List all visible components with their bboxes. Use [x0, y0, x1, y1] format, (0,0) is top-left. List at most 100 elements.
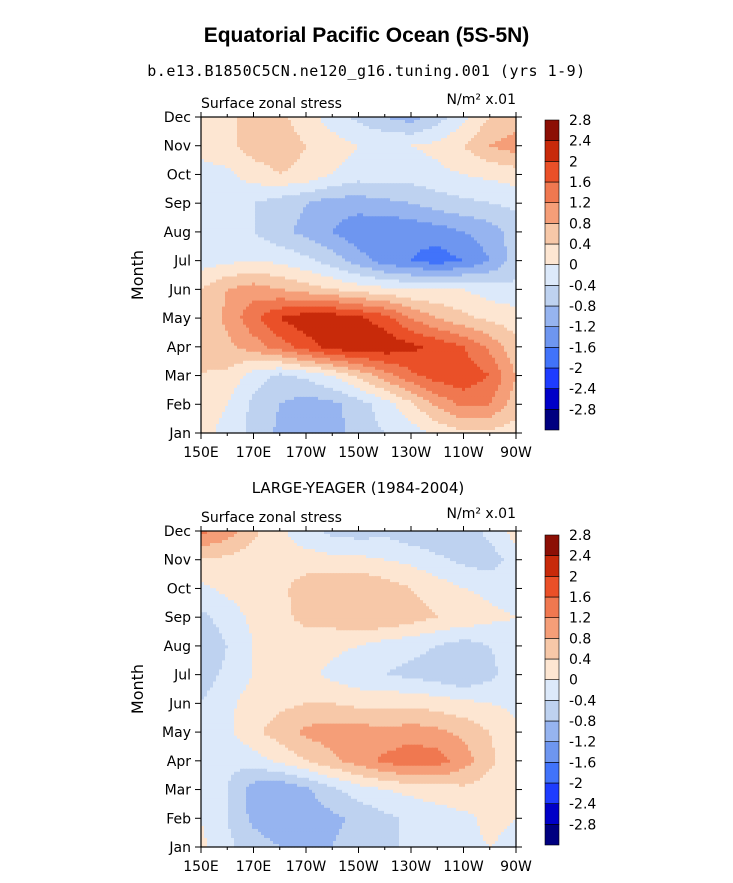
contour-cell: [264, 153, 268, 157]
contour-cell: [483, 144, 487, 148]
contour-cell: [213, 132, 217, 136]
contour-cell: [228, 153, 232, 157]
contour-cell: [495, 126, 499, 130]
contour-cell: [345, 144, 349, 148]
contour-cell: [513, 153, 517, 157]
contour-cell: [369, 144, 373, 148]
contour-cell: [285, 126, 289, 130]
contour-cell: [375, 126, 379, 130]
contour-cell: [402, 144, 406, 148]
contour-cell: [390, 156, 394, 160]
contour-cell: [375, 150, 379, 154]
contour-cell: [243, 117, 247, 121]
contour-cell: [303, 132, 307, 136]
contour-cell: [261, 120, 265, 124]
contour-cell: [399, 156, 403, 160]
contour-cell: [438, 150, 442, 154]
contour-cell: [240, 141, 244, 145]
contour-cell: [462, 147, 466, 151]
contour-cell: [210, 150, 214, 154]
contour-cell: [339, 117, 343, 121]
contour-cell: [375, 147, 379, 151]
contour-cell: [474, 135, 478, 139]
contour-cell: [246, 141, 250, 145]
contour-cell: [348, 132, 352, 136]
contour-cell: [345, 132, 349, 136]
contour-cell: [495, 150, 499, 154]
contour-cell: [303, 123, 307, 127]
contour-cell: [213, 159, 217, 163]
contour-cell: [318, 141, 322, 145]
contour-cell: [507, 126, 511, 130]
contour-cell: [282, 138, 286, 142]
contour-cell: [486, 138, 490, 142]
contour-cell: [432, 153, 436, 157]
contour-cell: [213, 153, 217, 157]
contour-cell: [423, 153, 427, 157]
contour-cell: [396, 135, 400, 139]
contour-cell: [234, 135, 238, 139]
contour-cell: [201, 156, 205, 160]
contour-cell: [285, 129, 289, 133]
contour-cell: [504, 129, 508, 133]
contour-cell: [399, 141, 403, 145]
contour-cell: [411, 123, 415, 127]
contour-cell: [315, 144, 319, 148]
contour-cell: [297, 156, 301, 160]
contour-cell: [330, 156, 334, 160]
contour-cell: [411, 150, 415, 154]
contour-cell: [288, 141, 292, 145]
contour-cell: [414, 117, 418, 121]
contour-cell: [309, 117, 313, 121]
contour-cell: [315, 135, 319, 139]
contour-cell: [438, 153, 442, 157]
contour-cell: [510, 132, 514, 136]
contour-cell: [276, 132, 280, 136]
contour-cell: [276, 126, 280, 130]
contour-cell: [345, 126, 349, 130]
contour-cell: [426, 144, 430, 148]
contour-cell: [216, 144, 220, 148]
contour-cell: [459, 138, 463, 142]
contour-cell: [267, 153, 271, 157]
contour-cell: [342, 120, 346, 124]
contour-cell: [303, 141, 307, 145]
contour-cell: [348, 135, 352, 139]
contour-cell: [300, 141, 304, 145]
contour-cell: [414, 135, 418, 139]
contour-cell: [474, 153, 478, 157]
contour-cell: [312, 144, 316, 148]
contour-cell: [252, 123, 256, 127]
contour-cell: [450, 156, 454, 160]
contour-cell: [507, 144, 511, 148]
contour-cell: [258, 144, 262, 148]
contour-cell: [384, 123, 388, 127]
contour-cell: [471, 147, 475, 151]
contour-cell: [294, 123, 298, 127]
contour-cell: [402, 135, 406, 139]
contour-cell: [465, 117, 469, 121]
contour-cell: [501, 123, 505, 127]
contour-cell: [231, 129, 235, 133]
contour-cell: [339, 156, 343, 160]
contour-cell: [480, 123, 484, 127]
contour-cell: [477, 117, 481, 121]
contour-cell: [501, 126, 505, 130]
contour-cell: [372, 132, 376, 136]
contour-cell: [402, 138, 406, 142]
contour-cell: [420, 138, 424, 142]
contour-cell: [204, 135, 208, 139]
contour-cell: [210, 123, 214, 127]
contour-cell: [477, 156, 481, 160]
contour-cell: [411, 135, 415, 139]
contour-cell: [348, 117, 352, 121]
contour-cell: [414, 132, 418, 136]
contour-cell: [201, 150, 205, 154]
contour-cell: [252, 132, 256, 136]
contour-cell: [261, 150, 265, 154]
contour-cell: [366, 138, 370, 142]
contour-cell: [498, 132, 502, 136]
contour-cell: [216, 153, 220, 157]
contour-cell: [207, 129, 211, 133]
contour-cell: [393, 153, 397, 157]
